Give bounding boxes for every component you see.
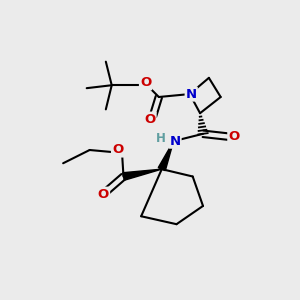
Text: N: N — [186, 88, 197, 100]
Text: O: O — [112, 143, 123, 157]
Text: N: N — [169, 135, 181, 148]
Polygon shape — [158, 141, 174, 171]
Polygon shape — [123, 169, 162, 180]
Text: H: H — [156, 132, 166, 145]
Text: O: O — [98, 188, 109, 201]
Text: O: O — [144, 112, 156, 126]
Text: O: O — [140, 76, 151, 89]
Text: O: O — [228, 130, 239, 143]
